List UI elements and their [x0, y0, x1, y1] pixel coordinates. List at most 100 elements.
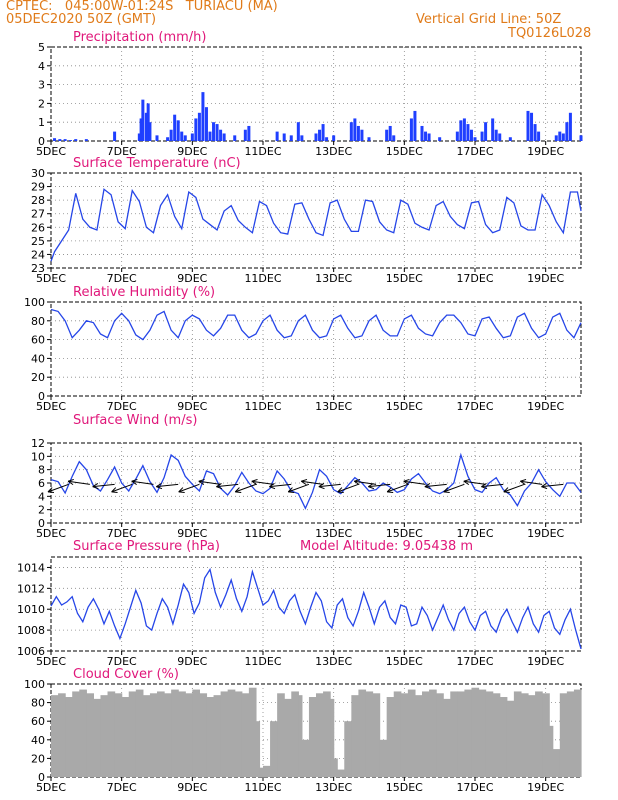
header-grid-note: Vertical Grid Line: 50Z — [416, 12, 562, 27]
series-line — [50, 188, 582, 262]
y-tick-label: 2 — [38, 504, 45, 517]
y-tick-label: 1010 — [17, 603, 45, 616]
bar — [494, 129, 498, 141]
bar — [450, 691, 458, 777]
bar — [420, 125, 424, 141]
bar — [388, 125, 392, 141]
x-tick-label: 11DEC — [244, 145, 281, 158]
bar — [192, 689, 200, 777]
x-tick-label: 15DEC — [386, 527, 423, 540]
model-altitude: Model Altitude: 9.05438 m — [300, 539, 473, 554]
wind-arrow — [403, 478, 426, 486]
bar — [53, 138, 57, 141]
x-tick-label: 17DEC — [456, 145, 493, 158]
x-tick-label: 11DEC — [244, 655, 281, 668]
bar — [573, 689, 582, 777]
y-tick-label: 28 — [31, 194, 45, 207]
y-tick-label: 3 — [38, 79, 45, 92]
wind-arrow — [463, 478, 486, 486]
bar — [459, 120, 463, 141]
wind-arrow — [368, 483, 391, 490]
series-line — [50, 308, 582, 341]
bar — [135, 689, 144, 777]
y-tick-label: 26 — [31, 221, 45, 234]
x-tick-label: 19DEC — [527, 527, 564, 540]
bar — [413, 110, 417, 141]
bar — [409, 118, 413, 141]
x-tick-label: 17DEC — [456, 527, 493, 540]
bar — [164, 693, 172, 777]
bar — [114, 693, 123, 777]
x-tick-label: 9DEC — [177, 655, 207, 668]
panel-4: 1006 1008 1010 1012 1014 5DEC 7DEC 9DEC 11DEC 13D… — [17, 539, 582, 668]
bar — [74, 139, 78, 141]
wind-arrow — [156, 483, 179, 490]
y-tick-label: 0 — [38, 390, 45, 403]
x-tick-label: 5DEC — [36, 527, 66, 540]
x-tick-label: 17DEC — [456, 272, 493, 285]
bar — [208, 131, 212, 141]
bar — [379, 739, 388, 777]
bar — [263, 765, 271, 777]
bar — [457, 691, 465, 777]
bar — [58, 693, 66, 777]
wind-arrow — [337, 483, 359, 493]
bar — [568, 112, 572, 141]
x-tick-label: 9DEC — [177, 272, 207, 285]
wind-arrow — [301, 478, 324, 486]
bar — [559, 693, 568, 777]
bar — [528, 695, 536, 777]
y-tick-label: 40 — [31, 734, 45, 747]
bar — [566, 691, 575, 777]
bar — [157, 691, 165, 777]
x-tick-label: 9DEC — [177, 527, 207, 540]
x-tick-label: 15DEC — [386, 781, 423, 794]
bar — [533, 124, 537, 141]
panel-title: Surface Temperature (nC) — [73, 156, 241, 171]
y-tick-label: 80 — [31, 697, 45, 710]
y-tick-label: 4 — [38, 490, 45, 503]
x-tick-label: 13DEC — [315, 781, 352, 794]
bar — [227, 689, 236, 777]
bar — [436, 693, 444, 777]
wind-arrow — [287, 483, 310, 493]
bar — [277, 693, 285, 777]
x-tick-label: 9DEC — [177, 781, 207, 794]
bar — [344, 721, 352, 777]
bar — [316, 693, 324, 777]
wind-arrow — [216, 483, 239, 490]
y-tick-label: 2 — [38, 97, 45, 110]
y-tick-label: 0 — [38, 771, 45, 784]
x-tick-label: 7DEC — [107, 655, 137, 668]
bar — [318, 129, 322, 141]
panel-title: Surface Pressure (hPa) — [73, 539, 220, 554]
bar — [65, 697, 73, 777]
bar — [579, 135, 583, 141]
bar — [443, 698, 451, 777]
wind-arrow — [92, 483, 115, 490]
bar — [422, 691, 430, 777]
bar — [171, 689, 179, 777]
y-tick-label: 0 — [38, 135, 45, 148]
bar — [141, 99, 145, 141]
bar — [190, 133, 194, 141]
bar — [220, 691, 229, 777]
bar — [176, 120, 180, 141]
panel-2: 0 20 40 60 80 100 5DEC 7DEC 9DEC 11DEC 13DEC 15DEC 1… — [24, 285, 582, 413]
bar — [270, 721, 278, 777]
header-station: CPTEC: 045:00W-01:24S TURIACU (MA) — [6, 0, 278, 14]
x-tick-label: 5DEC — [36, 272, 66, 285]
panel-title: Precipitation (mm/h) — [73, 30, 206, 45]
bar — [197, 112, 201, 141]
x-tick-label: 13DEC — [315, 527, 352, 540]
bar — [325, 137, 329, 141]
y-tick-label: 1014 — [17, 561, 45, 574]
bar — [113, 131, 117, 141]
wind-arrow — [131, 478, 154, 486]
x-tick-label: 7DEC — [107, 145, 137, 158]
bar — [255, 721, 261, 777]
bar — [526, 110, 530, 141]
bar — [259, 767, 264, 777]
x-tick-label: 13DEC — [315, 145, 352, 158]
y-tick-label: 8 — [38, 464, 45, 477]
